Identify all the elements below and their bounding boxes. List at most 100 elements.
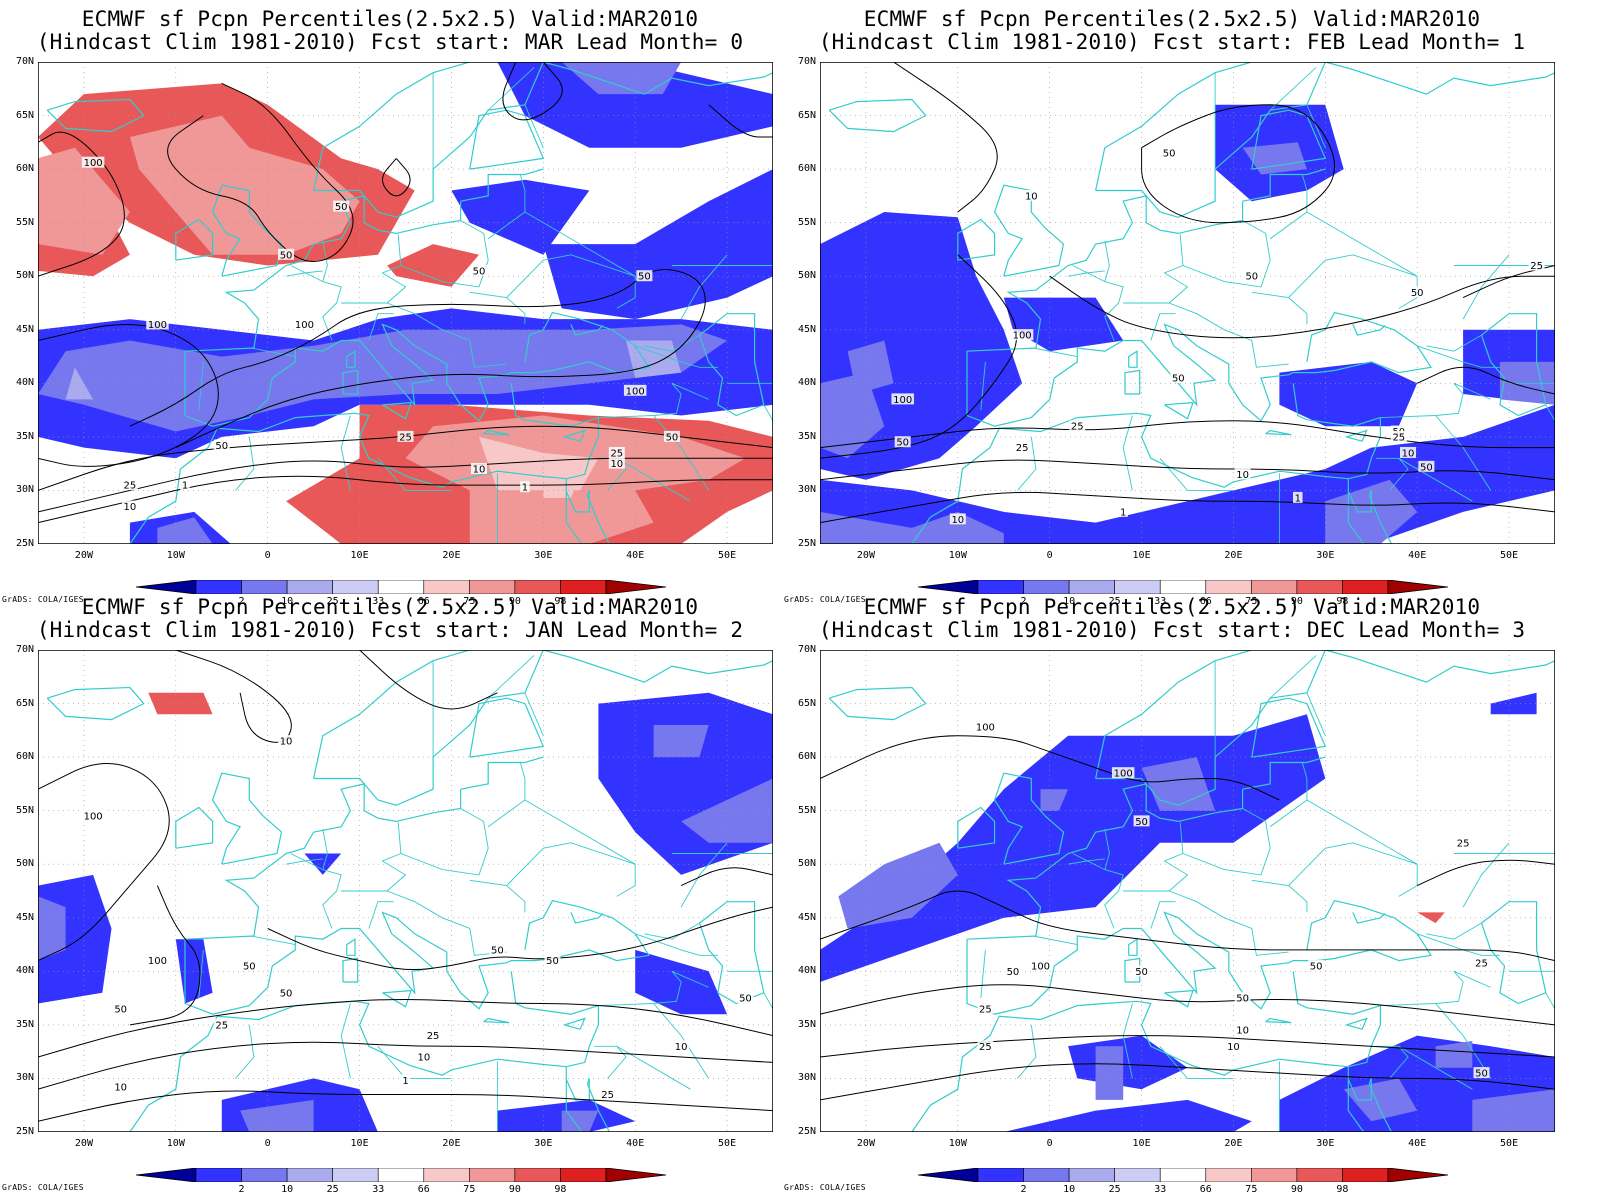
contour-line bbox=[820, 735, 1280, 801]
percentile-map: 100 100 50 100 50 50 50 50 25 25 10 25 10 50 25 bbox=[820, 650, 1555, 1132]
longitude-label: 0 bbox=[1046, 550, 1053, 561]
coastline bbox=[993, 772, 1065, 865]
contour-label-bg bbox=[1473, 956, 1490, 968]
contour-label-bg bbox=[146, 954, 169, 966]
latitude-label: 35N bbox=[797, 430, 816, 442]
border-line bbox=[340, 415, 351, 491]
credit-label: GrADS: COLA/IGES bbox=[2, 1183, 84, 1192]
panel-title-line1: ECMWF sf Pcpn Percentiles(2.5x2.5) Valid… bbox=[81, 7, 699, 31]
contour-label: 50 bbox=[114, 1004, 127, 1015]
contour-label-bg bbox=[121, 479, 138, 491]
contour-label-bg bbox=[623, 384, 647, 396]
colorbar-label: 10 bbox=[281, 596, 294, 607]
border-line bbox=[1288, 254, 1418, 309]
contour-label: 25 bbox=[427, 1031, 440, 1042]
contour-label-bg bbox=[1004, 965, 1021, 977]
contour-label: 25 bbox=[1530, 261, 1543, 272]
coastline bbox=[346, 938, 356, 956]
coastline bbox=[1347, 1066, 1393, 1132]
border-line bbox=[1375, 457, 1409, 491]
border-line bbox=[487, 174, 526, 240]
contour-labels: 100 100 50 100 50 50 50 50 25 25 10 25 10 50 25 bbox=[974, 721, 1490, 1080]
border-line bbox=[1545, 992, 1555, 1079]
coastline bbox=[1480, 313, 1547, 417]
coastline bbox=[129, 383, 600, 544]
longitude-label: 40E bbox=[626, 550, 645, 561]
coastline bbox=[1352, 912, 1386, 924]
longitude-label: 10E bbox=[1132, 1138, 1151, 1149]
border-line bbox=[1306, 104, 1326, 148]
coastline bbox=[184, 195, 462, 352]
coastline bbox=[1128, 350, 1138, 368]
border-line bbox=[763, 992, 773, 1079]
border-line bbox=[286, 270, 323, 277]
border-line bbox=[1426, 922, 1482, 940]
latitude-label: 45N bbox=[797, 911, 816, 923]
contour-label-bg bbox=[1069, 420, 1086, 432]
colorbar-label: 75 bbox=[1245, 1184, 1258, 1195]
shade-region bbox=[543, 476, 581, 498]
shade-region bbox=[1435, 1041, 1473, 1068]
latitude-label: 60N bbox=[15, 751, 34, 763]
contour-label-bg bbox=[1234, 992, 1251, 1004]
panel-title-line2: (Hindcast Clim 1981-2010) Fcst start: DE… bbox=[818, 618, 1526, 642]
coastline bbox=[1164, 401, 1194, 420]
longitude-label: 0 bbox=[1046, 1138, 1053, 1149]
shade-region bbox=[38, 324, 728, 432]
border-line bbox=[506, 254, 636, 309]
contour-label-bg bbox=[520, 481, 530, 493]
border-line bbox=[469, 879, 526, 913]
contour-label-bg bbox=[636, 270, 653, 282]
contour-label: 50 bbox=[1420, 462, 1433, 473]
border-line bbox=[1068, 270, 1105, 277]
contour-label-bg bbox=[673, 1040, 690, 1052]
colorbar-label: 98 bbox=[554, 596, 567, 607]
contour-label: 100 bbox=[976, 723, 995, 734]
coastline bbox=[469, 109, 545, 170]
coastline bbox=[129, 971, 600, 1132]
border-line bbox=[290, 853, 342, 929]
latitude-label: 30N bbox=[797, 484, 816, 496]
latitude-label: 70N bbox=[15, 644, 34, 655]
coastline bbox=[565, 478, 611, 544]
colorbar-label: 66 bbox=[417, 1184, 430, 1195]
latitude-label: 70N bbox=[797, 56, 816, 67]
contour-label: 25 bbox=[399, 432, 412, 443]
latitude-label: 25N bbox=[797, 1126, 816, 1137]
shade-region bbox=[157, 517, 213, 544]
latitude-label: 70N bbox=[797, 644, 816, 655]
border-line bbox=[1269, 655, 1317, 699]
shade-region bbox=[820, 1099, 1252, 1132]
border-line bbox=[386, 302, 507, 368]
contour-label: 10 bbox=[1236, 470, 1249, 481]
border-line bbox=[368, 901, 394, 929]
colorbar bbox=[918, 1168, 1448, 1182]
contour-label-bg bbox=[425, 1029, 442, 1041]
contour-label-bg bbox=[241, 959, 258, 971]
coastline bbox=[1325, 650, 1555, 683]
colorbar-label: 90 bbox=[1290, 596, 1303, 607]
contour-label-bg bbox=[1528, 259, 1545, 271]
contour-label: 10 bbox=[675, 1042, 688, 1053]
coastline bbox=[469, 697, 545, 758]
longitude-label: 20W bbox=[74, 550, 93, 561]
border-line bbox=[1545, 404, 1555, 491]
contour-line bbox=[1141, 104, 1335, 224]
contour-line bbox=[38, 131, 125, 277]
contour-label-bg bbox=[278, 248, 295, 260]
latitude-label: 30N bbox=[15, 484, 34, 496]
longitude-label: 20E bbox=[442, 550, 461, 561]
contour-label-bg bbox=[81, 810, 105, 822]
border-line bbox=[368, 313, 394, 341]
colorbar-label: 10 bbox=[281, 1184, 294, 1195]
border-line bbox=[1269, 174, 1308, 240]
contour-label-bg bbox=[1400, 446, 1416, 458]
colorbar-label: 66 bbox=[1199, 596, 1212, 607]
longitude-label: 30E bbox=[534, 1138, 553, 1149]
coastline bbox=[175, 218, 214, 261]
contour-line bbox=[1416, 366, 1555, 395]
latitude-label: 35N bbox=[15, 1018, 34, 1030]
border-line bbox=[1168, 302, 1289, 368]
contour-label: 100 bbox=[295, 320, 314, 331]
coastline bbox=[966, 195, 1244, 352]
